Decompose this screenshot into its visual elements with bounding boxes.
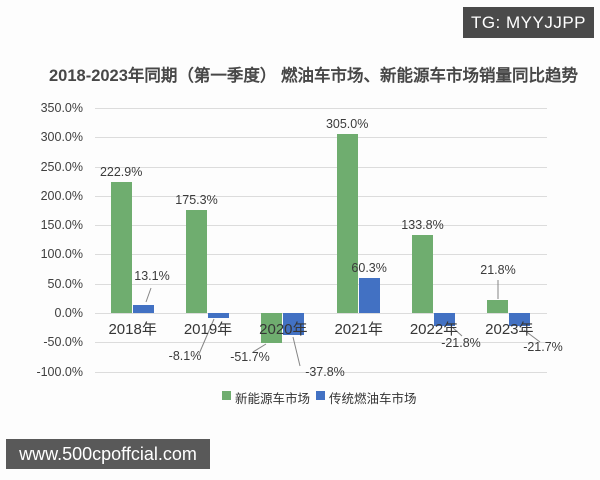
gridline: [95, 107, 547, 109]
x-axis-label: 2021年: [334, 321, 383, 338]
bar-value-label: -51.7%: [230, 350, 270, 364]
bar-new-energy-2023: [487, 300, 509, 313]
x-axis-label: 2020年: [259, 321, 308, 338]
y-axis-tick-label: 100.0%: [40, 247, 83, 262]
y-axis-tick-label: 150.0%: [40, 218, 83, 233]
y-axis-tick-label: -100.0%: [36, 364, 83, 379]
bar-value-label: 21.8%: [480, 263, 516, 277]
bar-value-label: -21.8%: [441, 336, 481, 350]
legend-label-fuel: 传统燃油车市场: [329, 392, 417, 406]
bar-fuel-2021: [358, 277, 380, 313]
x-axis-label: 2023年: [485, 321, 534, 338]
bar-fuel-2023: [509, 313, 531, 326]
legend-swatch-fuel: [316, 391, 325, 400]
bar-fuel-2022: [434, 313, 455, 326]
bar-new-energy-2018: [110, 182, 132, 313]
gridline: [95, 283, 547, 285]
bar-new-energy-2019: [186, 210, 207, 313]
bar-new-energy-2021: [336, 134, 358, 313]
watermark-badge: www.500cpoffcial.com: [6, 439, 210, 469]
y-axis-tick-label: 300.0%: [40, 130, 83, 145]
gridline: [95, 166, 547, 168]
y-axis-tick-label: 200.0%: [40, 188, 83, 203]
x-axis-label: 2022年: [409, 321, 459, 338]
bar-value-label: 133.8%: [401, 217, 444, 232]
legend-label-new-energy: 新能源车市场: [235, 392, 311, 406]
y-axis-tick-label: 250.0%: [40, 159, 83, 174]
gridline: [95, 371, 547, 373]
bar-value-label: 60.3%: [351, 260, 387, 275]
bar-value-label: 305.0%: [325, 117, 369, 132]
bar-value-label: -37.8%: [305, 365, 345, 379]
bar-value-label: -8.1%: [168, 349, 202, 363]
y-axis-tick-label: 50.0%: [47, 276, 83, 291]
x-axis-label: 2019年: [183, 321, 233, 338]
chart-title: 2018-2023年同期（第一季度） 燃油车市场、新能源车市场销量同比趋势: [49, 67, 578, 85]
y-axis-tick-label: -50.0%: [43, 335, 83, 350]
telegram-badge: TG: MYYJJPP: [463, 7, 594, 38]
gridline: [95, 313, 547, 314]
bar-fuel-2020: [283, 313, 305, 336]
gridline: [95, 254, 547, 256]
bar-new-energy-2022: [412, 234, 433, 313]
bar-value-label: 175.3%: [175, 193, 218, 208]
bar-value-label: 222.9%: [99, 165, 143, 180]
bar-fuel-2018: [132, 305, 154, 313]
bar-fuel-2019: [208, 313, 229, 318]
gridline: [95, 225, 547, 227]
legend-swatch-new-energy: [222, 391, 231, 400]
bar-new-energy-2020: [261, 313, 283, 344]
y-axis-tick-label: 350.0%: [40, 100, 83, 115]
gridline: [95, 137, 547, 139]
x-axis-label: 2018年: [108, 321, 157, 338]
bar-value-label: -21.7%: [523, 340, 563, 354]
gridline: [95, 342, 547, 344]
gridline: [95, 195, 547, 197]
bar-value-label: 13.1%: [134, 269, 170, 283]
y-axis-tick-label: 0.0%: [54, 306, 84, 320]
